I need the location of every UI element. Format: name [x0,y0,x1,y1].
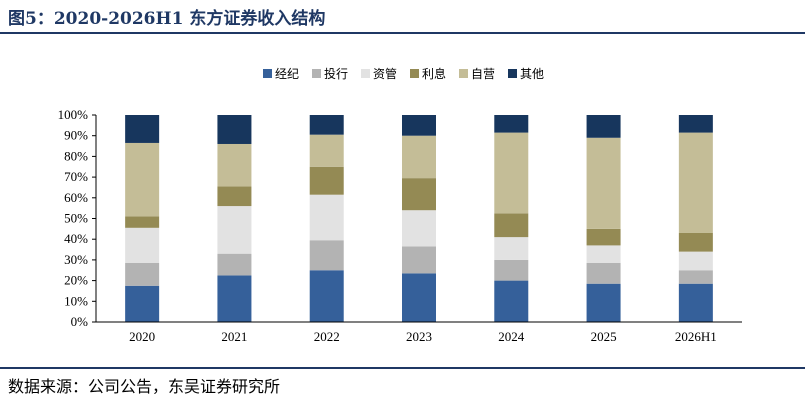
legend-swatch-2 [361,69,370,78]
x-tick-label-0: 2020 [129,329,155,344]
title-divider [0,32,805,34]
bar-segment-2023-0 [402,273,436,322]
x-tick-label-4: 2024 [498,329,525,344]
y-axis: 0% 10% 20% 30% 40% 50% 60% 70% 80% 90% 100% [58,107,97,329]
legend-swatch-4 [459,69,468,78]
bar-segment-2026H1-3 [678,232,713,252]
legend-swatch-3 [410,69,419,78]
bar-segment-2023-4 [402,135,436,179]
legend-label-5: 其他 [520,67,544,81]
bar-segment-2025-5 [586,115,621,138]
bar-segment-2020-1 [125,263,160,286]
bar-segment-2026H1-2 [678,251,713,271]
x-axis: 2020 2021 2022 2023 2024 2025 2026H1 [96,321,742,344]
stacked-bar-chart: 经纪 投行 资管 利息 自营 其他 0% 10% 20% 30% 40% 50% 60% 70% 80% 9… [58,66,742,344]
y-tick-label-3: 30% [64,252,88,267]
bar-segment-2024-5 [494,115,529,133]
legend-label-2: 资管 [373,66,397,81]
bar-segment-2024-1 [494,259,529,281]
y-tick-label-0: 0% [71,314,89,329]
y-tick-label-5: 50% [64,211,88,226]
y-tick-label-4: 40% [64,231,88,246]
bar-segment-2021-4 [217,143,252,187]
y-tick-label-9: 90% [64,128,88,143]
y-tick-label-7: 70% [64,169,88,184]
bar-segment-2020-2 [125,227,160,264]
bar-segment-2025-1 [586,263,621,284]
bar-segment-2021-1 [217,253,252,276]
chart-legend: 经纪 投行 资管 利息 自营 其他 [263,66,544,81]
bar-segment-2024-4 [494,132,529,214]
y-tick-label-2: 20% [64,273,88,288]
bar-segment-2024-3 [494,213,529,238]
x-tick-label-1: 2021 [221,329,247,344]
bar-segment-2020-4 [125,142,160,217]
y-tick-label-6: 60% [64,190,88,205]
bar-segment-2025-0 [586,283,621,322]
y-tick-label-8: 80% [64,148,88,163]
bar-segment-2025-4 [586,137,621,229]
legend-label-1: 投行 [324,66,348,81]
bar-segment-2022-0 [309,270,344,322]
bar-segment-2021-3 [217,186,252,207]
bar-segment-2020-0 [125,285,160,322]
legend-swatch-5 [508,69,517,78]
bar-segment-2023-2 [402,210,436,247]
figure-title: 图5：2020-2026H1 东方证券收入结构 [8,9,326,29]
bar-segment-2024-0 [494,280,529,322]
bar-segment-2023-5 [402,115,436,136]
legend-label-4: 自营 [471,67,495,81]
x-tick-label-6: 2026H1 [675,329,717,344]
bar-stacks [125,115,713,322]
bar-segment-2020-3 [125,216,160,228]
bar-segment-2021-5 [217,115,252,144]
source-note: 数据来源：公司公告，东吴证券研究所 [8,377,281,396]
x-tick-label-3: 2023 [406,329,432,344]
footer-divider [0,367,805,369]
bar-segment-2022-4 [309,134,344,167]
legend-swatch-1 [312,69,321,78]
bar-segment-2022-5 [309,115,344,135]
bar-segment-2022-2 [309,194,344,241]
y-tick-label-1: 10% [64,293,88,308]
bar-segment-2023-1 [402,246,436,274]
bar-segment-2020-5 [125,115,160,143]
bar-segment-2022-3 [309,166,344,195]
bar-segment-2024-2 [494,237,529,260]
bar-segment-2023-3 [402,178,436,211]
bar-segment-2026H1-4 [678,132,713,233]
bar-segment-2021-2 [217,206,252,254]
bar-segment-2021-0 [217,275,252,322]
x-tick-label-2: 2022 [314,329,340,344]
y-tick-label-10: 100% [58,107,89,122]
bar-segment-2025-3 [586,228,621,246]
legend-swatch-0 [263,69,272,78]
legend-label-0: 经纪 [275,67,299,81]
bar-segment-2022-1 [309,240,344,271]
bar-segment-2026H1-5 [678,115,713,133]
bar-segment-2026H1-1 [678,270,713,284]
bar-segment-2026H1-0 [678,283,713,322]
bar-segment-2025-2 [586,245,621,264]
legend-label-3: 利息 [422,66,446,81]
x-tick-label-5: 2025 [591,329,617,344]
